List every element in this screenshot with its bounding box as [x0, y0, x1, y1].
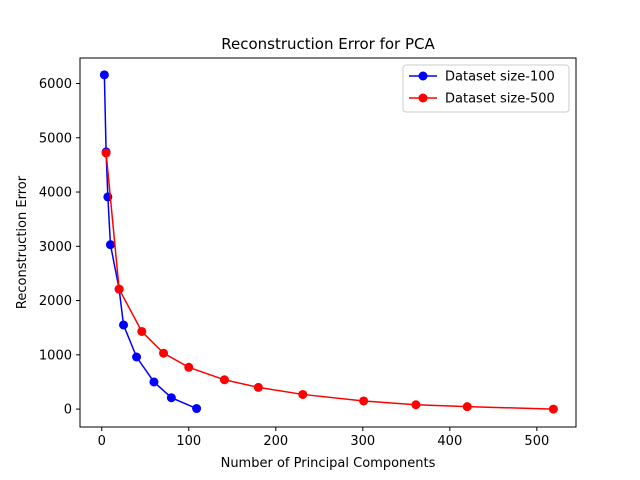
data-point	[114, 284, 124, 294]
legend-label: Dataset size-500	[445, 92, 555, 107]
chart-title: Reconstruction Error for PCA	[221, 35, 435, 53]
y-axis-ticks: 0 1000 2000 3000 4000 5000 6000	[39, 77, 80, 418]
data-point	[411, 400, 421, 410]
data-point	[105, 240, 115, 250]
x-axis-ticks: 0 100 200 300 400 500	[98, 427, 549, 449]
data-point	[359, 396, 369, 406]
x-tick-label: 0	[98, 434, 106, 449]
series-line	[105, 152, 554, 410]
data-point	[298, 389, 308, 399]
data-point	[184, 362, 194, 372]
series-line	[103, 74, 197, 410]
y-axis-label: Reconstruction Error	[15, 175, 30, 309]
data-point	[132, 352, 142, 362]
data-point	[166, 393, 176, 403]
series-layer	[99, 70, 558, 414]
y-tick-label: 5000	[39, 131, 72, 146]
data-point	[159, 348, 169, 358]
x-tick-label: 400	[437, 434, 462, 449]
data-point	[137, 326, 147, 336]
data-point	[192, 404, 202, 414]
legend: Dataset size-100 Dataset size-500	[402, 64, 570, 113]
data-point	[548, 404, 558, 414]
x-axis-label: Number of Principal Components	[221, 456, 436, 471]
legend-marker	[418, 93, 428, 103]
data-point	[462, 402, 472, 412]
data-point	[119, 320, 129, 330]
x-tick-label: 100	[176, 434, 201, 449]
plot-frame	[79, 57, 577, 428]
legend-entry: Dataset size-500	[409, 92, 555, 107]
y-tick-label: 3000	[39, 240, 72, 255]
data-point	[99, 70, 109, 80]
y-tick-label: 4000	[39, 186, 72, 201]
legend-marker	[418, 71, 428, 81]
x-tick-label: 200	[263, 434, 288, 449]
y-tick-label: 0	[64, 403, 72, 418]
legend-entry: Dataset size-100	[409, 70, 555, 85]
data-point	[219, 375, 229, 385]
x-tick-label: 500	[524, 434, 549, 449]
legend-label: Dataset size-100	[445, 70, 555, 85]
x-tick-label: 300	[350, 434, 375, 449]
y-tick-label: 6000	[39, 77, 72, 92]
data-point	[101, 148, 111, 158]
y-tick-label: 1000	[39, 348, 72, 363]
legend-box	[402, 64, 570, 113]
data-point	[253, 382, 263, 392]
y-tick-label: 2000	[39, 294, 72, 309]
series-2	[101, 148, 558, 414]
data-point	[149, 377, 159, 387]
